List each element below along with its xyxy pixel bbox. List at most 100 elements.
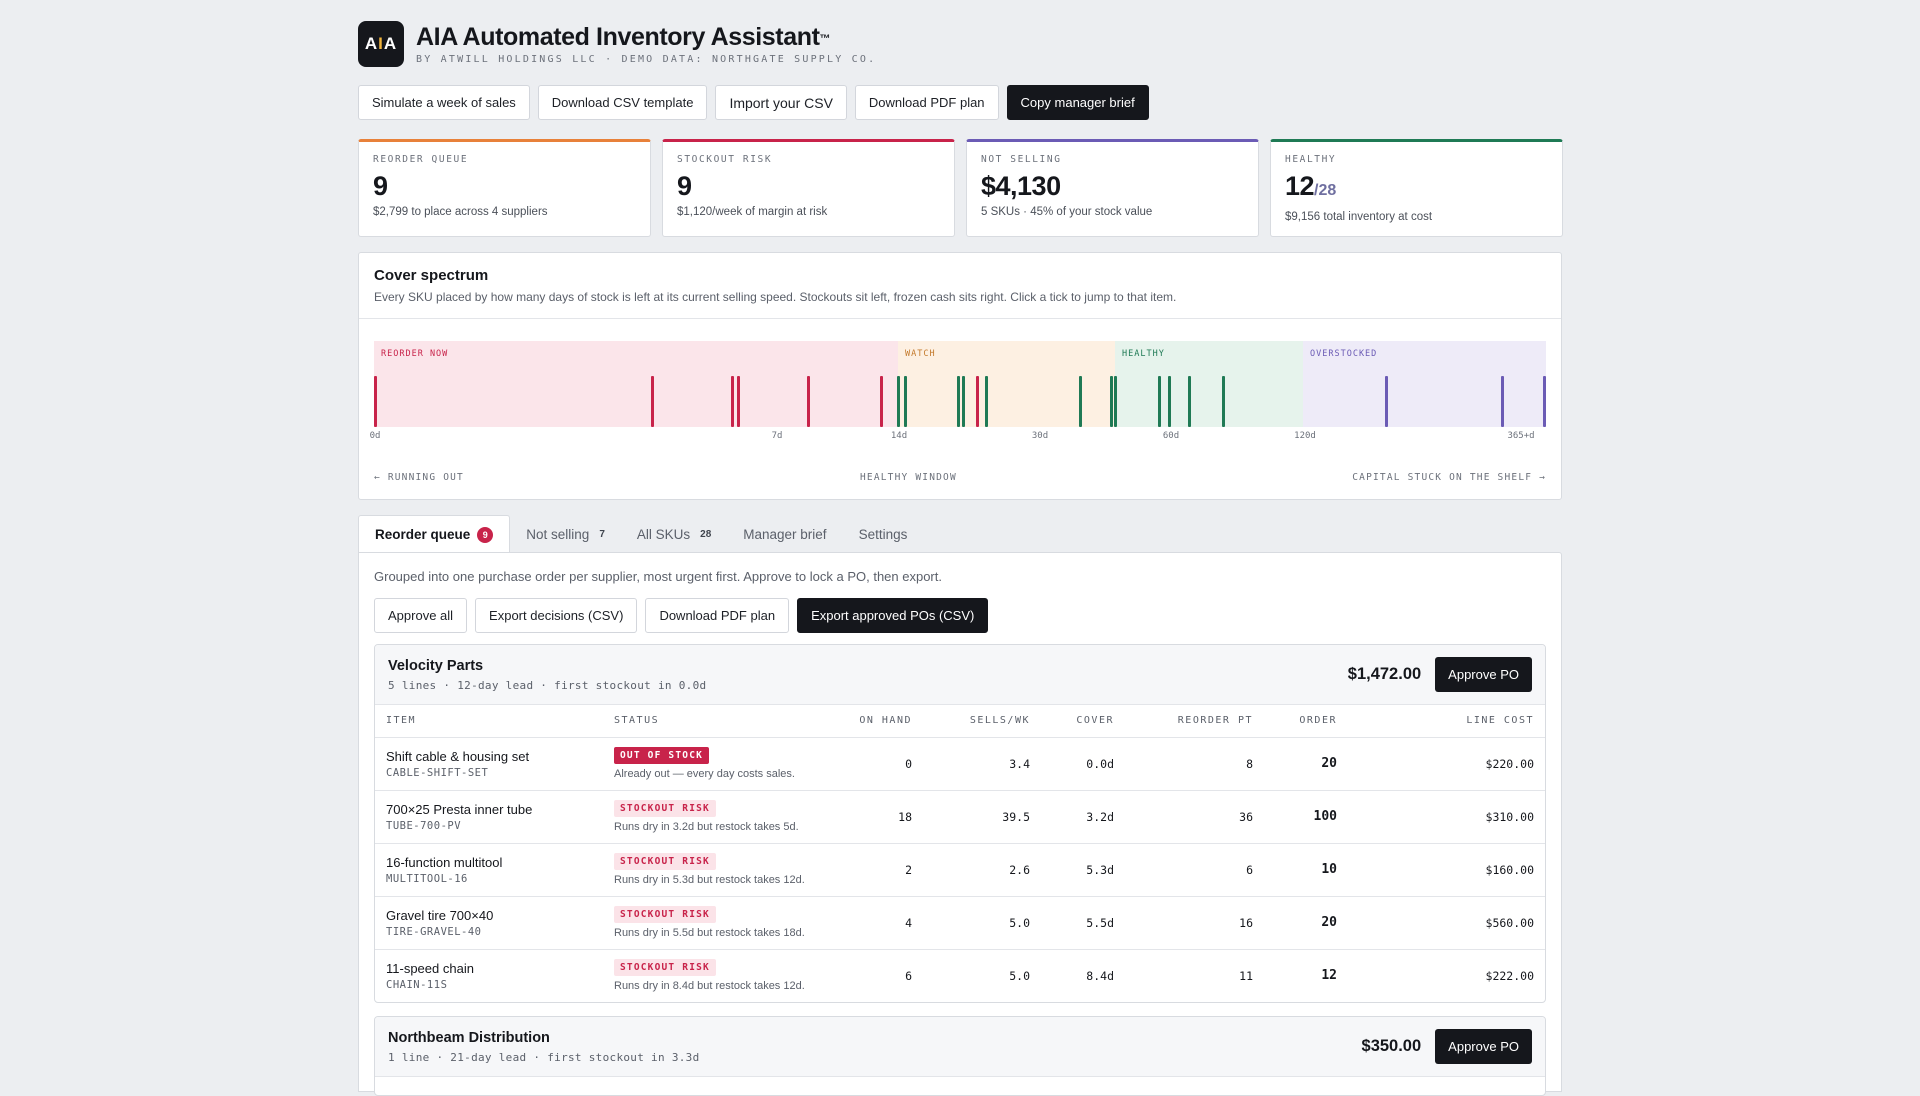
spectrum-tick[interactable] — [1110, 376, 1113, 427]
kpi-card-not-selling[interactable]: NOT SELLING $4,130 5 SKUs · 45% of your … — [966, 139, 1259, 237]
spectrum-tick[interactable] — [1079, 376, 1082, 427]
tab-settings[interactable]: Settings — [843, 515, 924, 553]
spectrum-tick[interactable] — [731, 376, 734, 427]
item-name: 16-function multitool — [386, 854, 503, 870]
on-hand-cell: 18 — [833, 790, 923, 844]
spectrum-tick[interactable] — [737, 376, 740, 427]
col-header: ITEM — [375, 705, 603, 738]
status-badge: OUT OF STOCK — [614, 747, 710, 764]
spectrum-tick[interactable] — [1385, 376, 1388, 427]
panel-title: Cover spectrum — [374, 267, 489, 284]
spectrum-tick[interactable] — [985, 376, 988, 427]
kpi-value-total: /28 — [1314, 182, 1337, 199]
table-row[interactable]: Shift cable & housing set CABLE-SHIFT-SET… — [375, 737, 1545, 791]
spectrum-tick[interactable] — [651, 376, 654, 427]
sells-per-week-cell: 39.5 — [923, 790, 1041, 844]
spectrum-tick[interactable] — [904, 376, 907, 427]
cover-spectrum-panel: Cover spectrum Every SKU placed by how m… — [358, 252, 1562, 500]
kpi-label: HEALTHY — [1285, 154, 1337, 165]
reorder-queue-panel: Grouped into one purchase order per supp… — [358, 552, 1562, 1096]
spectrum-tick[interactable] — [1543, 376, 1546, 427]
spectrum-tick[interactable] — [1168, 376, 1171, 427]
kpi-label: STOCKOUT RISK — [677, 154, 773, 165]
po-total: $1,472.00 — [1347, 665, 1422, 683]
item-sku: TIRE-GRAVEL-40 — [386, 925, 482, 938]
order-qty-cell[interactable]: 20 — [1264, 896, 1348, 950]
status-note: Runs dry in 5.3d but restock takes 12d. — [614, 874, 805, 886]
kpi-note: $2,799 to place across 4 suppliers — [373, 206, 548, 218]
on-hand-cell: 0 — [833, 737, 923, 791]
approve-po-button[interactable]: Approve PO — [1435, 1029, 1532, 1064]
spectrum-tick[interactable] — [957, 376, 960, 427]
order-qty-cell[interactable]: 20 — [1264, 737, 1348, 791]
import-csv-button[interactable]: Import your CSV — [715, 85, 847, 120]
spectrum-tick[interactable] — [897, 376, 900, 427]
download-pdf-plan-button[interactable]: Download PDF plan — [645, 598, 790, 633]
spectrum-tick[interactable] — [880, 376, 883, 427]
spectrum-tick[interactable] — [962, 376, 965, 427]
order-qty-cell[interactable]: 10 — [1264, 843, 1348, 897]
spectrum-tick[interactable] — [1188, 376, 1191, 427]
on-hand-cell: 6 — [905, 968, 912, 983]
spectrum-tick[interactable] — [1501, 376, 1504, 427]
table-row[interactable]: 16-function multitool MULTITOOL-16 STOCKO… — [375, 843, 1545, 897]
tab-label: Manager brief — [743, 526, 827, 542]
item-name: Gravel tire 700×40 — [386, 907, 494, 923]
col-header: REORDER PT — [1125, 705, 1264, 738]
queue-description: Grouped into one purchase order per supp… — [374, 569, 942, 584]
download-csv-template-button[interactable]: Download CSV template — [537, 85, 708, 120]
spectrum-tick[interactable] — [976, 376, 979, 427]
axis-label: 0d — [369, 431, 381, 441]
export-decisions-button[interactable]: Export decisions (CSV) — [475, 598, 638, 633]
on-hand-cell: 4 — [833, 896, 923, 950]
item-name: 700×25 Presta inner tube — [386, 801, 533, 817]
tab-label: Reorder queue — [375, 527, 471, 542]
logo-letter: A — [364, 34, 379, 53]
spectrum-tick[interactable] — [807, 376, 810, 427]
zone-overstocked: OVERSTOCKED — [1303, 341, 1546, 427]
tab-manager-brief[interactable]: Manager brief — [727, 515, 842, 553]
export-approved-pos-button[interactable]: Export approved POs (CSV) — [797, 598, 989, 633]
sells-per-week-cell: 5.0 — [1009, 968, 1030, 983]
app-title: AIA Automated Inventory Assistant™ — [416, 23, 876, 51]
status-note: Already out — every day costs sales. — [614, 768, 795, 780]
spectrum-tick[interactable] — [1222, 376, 1225, 427]
table-row[interactable]: Gravel tire 700×40 TIRE-GRAVEL-40 STOCKOU… — [375, 896, 1545, 950]
tab-label: Settings — [858, 526, 908, 542]
spectrum-tick[interactable] — [1158, 376, 1161, 427]
copy-manager-brief-button[interactable]: Copy manager brief — [1006, 85, 1149, 120]
zone-label: HEALTHY — [1122, 349, 1165, 359]
simulate-week-button[interactable]: Simulate a week of sales — [358, 85, 530, 120]
tab-all-skus[interactable]: All SKUs 28 — [621, 515, 727, 553]
tab-reorder-queue[interactable]: Reorder queue 9 — [358, 515, 511, 553]
line-cost-cell: $310.00 — [1348, 790, 1545, 844]
supplier-name: Velocity Parts — [388, 657, 484, 674]
approve-all-button[interactable]: Approve all — [374, 598, 468, 633]
kpi-card-healthy[interactable]: HEALTHY 12/28 $9,156 total inventory at … — [1270, 139, 1563, 237]
axis-label: 60d — [1162, 431, 1180, 441]
kpi-value: $4,130 — [981, 171, 1061, 201]
download-pdf-button[interactable]: Download PDF plan — [854, 85, 999, 120]
cover-spectrum-chart: REORDER NOW WATCH HEALTHY OVERSTOCKED — [374, 341, 1546, 427]
col-header: LINE COST — [1348, 705, 1545, 738]
cover-cell: 3.2d — [1041, 790, 1125, 844]
order-qty-cell[interactable]: 100 — [1264, 790, 1348, 844]
kpi-card-reorder-queue[interactable]: REORDER QUEUE 9 $2,799 to place across 4… — [358, 139, 651, 237]
axis-label: 120d — [1294, 431, 1316, 441]
approve-po-button[interactable]: Approve PO — [1435, 657, 1532, 692]
status-badge: STOCKOUT RISK — [614, 959, 716, 977]
item-name: Shift cable & housing set — [386, 748, 530, 764]
axis-label: 365+d — [1507, 431, 1535, 441]
spectrum-tick[interactable] — [1114, 376, 1117, 427]
line-cost-cell: $222.00 — [1485, 968, 1534, 983]
sells-per-week-cell: 5.0 — [923, 896, 1041, 950]
tab-not-selling[interactable]: Not selling 7 — [510, 515, 621, 553]
kpi-value: 12/28 — [1285, 170, 1548, 207]
line-cost-cell: $220.00 — [1348, 737, 1545, 791]
order-qty-cell[interactable]: 12 — [1321, 968, 1337, 984]
spectrum-tick[interactable] — [374, 376, 377, 427]
table-row[interactable]: 11-speed chain CHAIN-11S STOCKOUT RISK Run… — [375, 949, 1545, 1002]
kpi-card-stockout-risk[interactable]: STOCKOUT RISK 9 $1,120/week of margin at… — [662, 139, 955, 237]
table-row[interactable]: 700×25 Presta inner tube TUBE-700-PV STOC… — [375, 790, 1545, 844]
